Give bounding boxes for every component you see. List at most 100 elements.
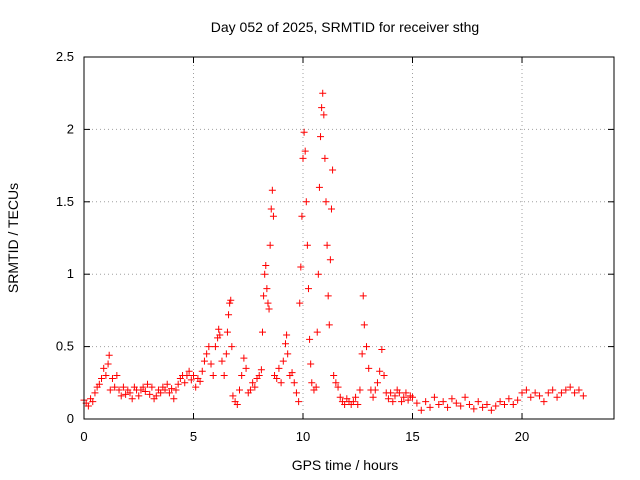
data-point bbox=[314, 270, 322, 278]
grid bbox=[84, 57, 614, 419]
data-point bbox=[395, 389, 403, 397]
data-point bbox=[448, 395, 456, 403]
data-point bbox=[172, 386, 180, 394]
data-point bbox=[165, 389, 173, 397]
x-tick-label: 10 bbox=[296, 429, 310, 444]
data-point bbox=[553, 393, 561, 401]
data-point bbox=[91, 389, 99, 397]
data-point bbox=[376, 367, 384, 375]
data-point bbox=[100, 364, 108, 372]
data-point bbox=[505, 395, 513, 403]
data-point bbox=[152, 392, 160, 400]
data-point bbox=[223, 328, 231, 336]
data-point bbox=[430, 393, 438, 401]
data-point bbox=[571, 389, 579, 397]
data-point bbox=[98, 374, 106, 382]
data-point bbox=[122, 390, 130, 398]
data-point bbox=[209, 372, 217, 380]
data-point bbox=[322, 198, 330, 206]
plot-frame bbox=[83, 56, 615, 420]
data-point bbox=[536, 392, 544, 400]
y-tick-label: 2 bbox=[67, 121, 74, 136]
data-point bbox=[265, 305, 273, 313]
data-point bbox=[257, 366, 265, 374]
data-point bbox=[203, 350, 211, 358]
data-point bbox=[402, 389, 410, 397]
data-point bbox=[356, 386, 364, 394]
data-point bbox=[105, 351, 113, 359]
data-point bbox=[373, 379, 381, 387]
data-point bbox=[400, 393, 408, 401]
data-point bbox=[301, 147, 309, 155]
data-point bbox=[313, 328, 321, 336]
data-point bbox=[302, 198, 310, 206]
data-point bbox=[104, 360, 112, 368]
data-point bbox=[146, 390, 154, 398]
x-axis-label: GPS time / hours bbox=[292, 457, 399, 473]
data-point bbox=[220, 372, 228, 380]
data-point bbox=[326, 256, 334, 264]
data-point bbox=[579, 392, 587, 400]
data-point bbox=[296, 299, 304, 307]
data-points bbox=[80, 89, 587, 414]
y-tick-label: 2.5 bbox=[56, 49, 74, 64]
data-point bbox=[192, 383, 200, 391]
data-point bbox=[371, 386, 379, 394]
data-point bbox=[181, 379, 189, 387]
x-tick-label: 15 bbox=[405, 429, 419, 444]
data-point bbox=[557, 389, 565, 397]
data-point bbox=[126, 389, 134, 397]
data-point bbox=[398, 398, 406, 406]
data-point bbox=[148, 383, 156, 391]
data-point bbox=[514, 396, 522, 404]
y-tick-label: 0.5 bbox=[56, 339, 74, 354]
data-point bbox=[251, 383, 259, 391]
data-point bbox=[279, 357, 287, 365]
data-point bbox=[522, 386, 530, 394]
data-point bbox=[363, 343, 371, 351]
data-point bbox=[269, 212, 277, 220]
data-point bbox=[409, 393, 417, 401]
data-point bbox=[262, 262, 270, 270]
data-point bbox=[325, 321, 333, 329]
data-point bbox=[509, 401, 517, 409]
data-point bbox=[300, 128, 308, 136]
data-point bbox=[267, 205, 275, 213]
data-point bbox=[275, 364, 283, 372]
data-point bbox=[229, 392, 237, 400]
data-point bbox=[315, 183, 323, 191]
data-point bbox=[258, 328, 266, 336]
data-point bbox=[298, 212, 306, 220]
data-point bbox=[318, 104, 326, 112]
data-point bbox=[246, 386, 254, 394]
data-point bbox=[518, 389, 526, 397]
data-point bbox=[284, 350, 292, 358]
data-point bbox=[144, 380, 152, 388]
data-point bbox=[457, 402, 465, 410]
data-point bbox=[190, 372, 198, 380]
data-point bbox=[444, 403, 452, 411]
data-point bbox=[102, 372, 110, 380]
data-point bbox=[117, 392, 125, 400]
data-point bbox=[226, 299, 234, 307]
data-point bbox=[170, 395, 178, 403]
data-point bbox=[111, 383, 119, 391]
data-point bbox=[306, 335, 314, 343]
data-point bbox=[161, 386, 169, 394]
data-point bbox=[222, 350, 230, 358]
data-point bbox=[323, 241, 331, 249]
chart-title: Day 052 of 2025, SRMTID for receiver sth… bbox=[211, 19, 479, 35]
data-point bbox=[233, 401, 241, 409]
data-point bbox=[324, 292, 332, 300]
data-point bbox=[106, 386, 114, 394]
data-point bbox=[183, 372, 191, 380]
data-point bbox=[95, 380, 103, 388]
data-point bbox=[135, 392, 143, 400]
data-point bbox=[139, 383, 147, 391]
data-point bbox=[317, 133, 325, 141]
data-point bbox=[283, 331, 291, 339]
data-point bbox=[115, 386, 123, 394]
data-point bbox=[207, 360, 215, 368]
data-point bbox=[185, 367, 193, 375]
data-point bbox=[329, 166, 337, 174]
